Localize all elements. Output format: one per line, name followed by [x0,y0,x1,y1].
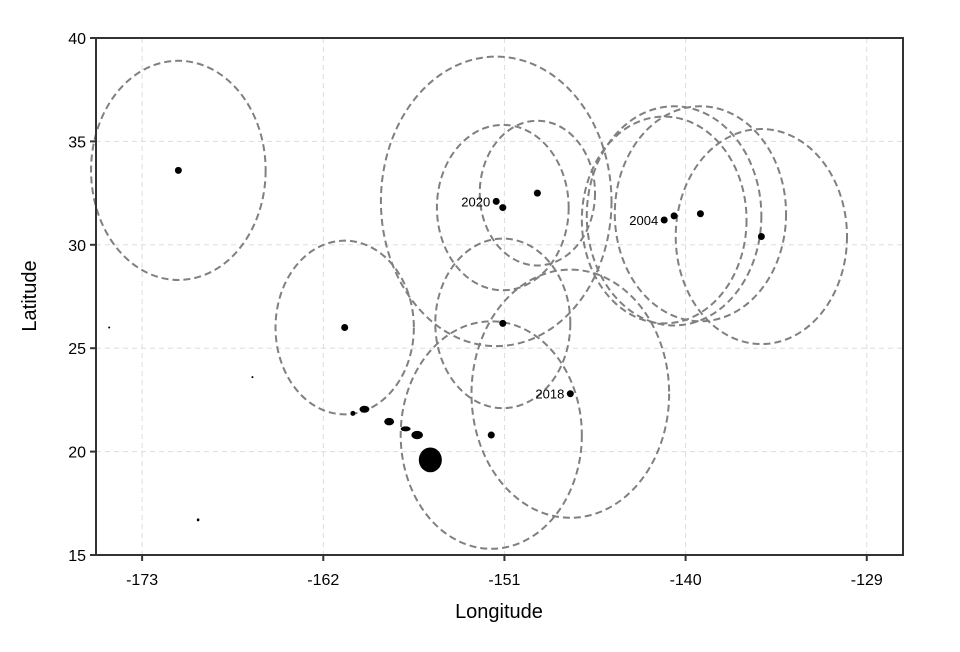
grid-lines [96,37,903,556]
island-landmasses [108,326,442,522]
data-point [492,197,500,205]
data-point [533,189,541,197]
point-label: 2004 [629,213,658,228]
island-shape [411,430,423,440]
range-circle [90,59,267,281]
point-label: 2018 [535,387,564,402]
range-circle [580,115,748,325]
range-circle [379,55,613,348]
x-tick-label: -162 [307,572,339,589]
island-shape [384,417,395,426]
range-circle [478,119,597,267]
y-tick-label: 20 [68,445,86,462]
data-point [670,212,678,220]
point-label: 2020 [461,194,490,209]
y-tick-label: 40 [68,31,86,48]
island-shape [418,447,442,473]
range-circle [274,239,415,416]
island-shape [196,518,200,522]
y-tick-label: 25 [68,341,86,358]
range-circle [399,320,583,550]
data-point [660,216,668,224]
island-shape [108,326,111,329]
data-point [499,319,507,327]
axes: -173 -162 -151 -140 -129 15 20 25 30 35 40 [68,31,883,589]
island-shape [251,376,254,379]
range-circles [90,55,849,550]
data-point [757,233,765,241]
y-axis-title: Latitude [19,260,41,331]
x-axis-title: Longitude [455,601,543,623]
range-circle [613,105,788,323]
y-tick-label: 30 [68,238,86,255]
data-points [174,166,765,439]
data-point [341,324,349,332]
range-circle [585,105,763,327]
range-circle [674,127,849,346]
plot-frame [95,37,904,556]
range-circle [435,123,570,292]
range-circle [470,268,671,519]
x-tick-label: -151 [488,572,520,589]
point-labels: 2020 2004 2018 [461,194,658,401]
island-shape [359,405,370,413]
data-point [566,390,574,398]
y-tick-label: 15 [68,548,86,565]
x-tick-label: -129 [851,572,883,589]
range-circle [434,237,572,410]
data-point [174,166,182,174]
x-tick-label: -140 [670,572,702,589]
island-shape [400,426,411,432]
data-point [696,210,704,218]
data-point [487,431,495,439]
island-shape [350,410,356,416]
data-point [499,204,507,212]
y-tick-label: 35 [68,134,86,151]
x-tick-label: -173 [126,572,158,589]
